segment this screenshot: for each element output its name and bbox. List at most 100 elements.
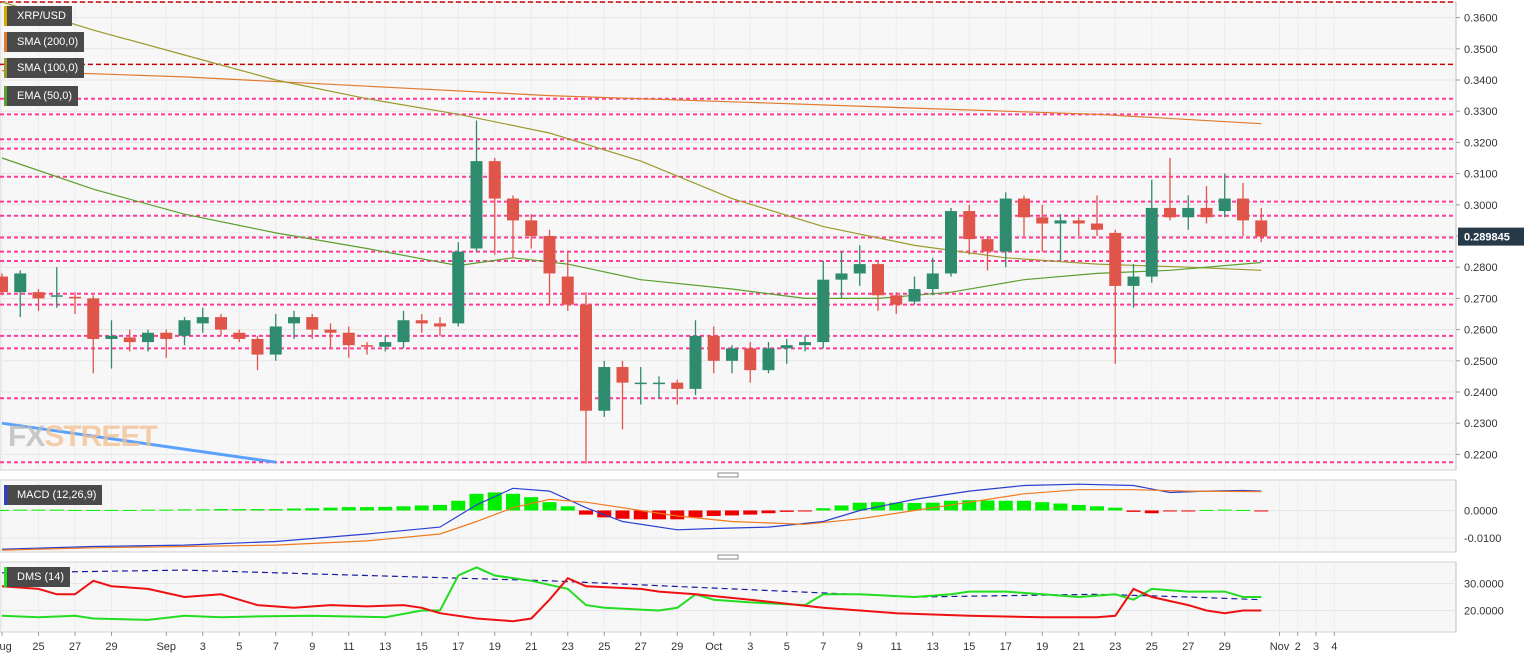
macd-histogram-bar (232, 509, 247, 511)
time-tick-label: Sep (156, 641, 176, 653)
candle-body (415, 320, 428, 324)
time-tick-label: 29 (1219, 641, 1231, 653)
macd-histogram-bar (159, 509, 174, 511)
candle-body (1145, 207, 1158, 277)
macd-histogram-bar (433, 504, 447, 511)
time-tick-label: 29 (105, 641, 117, 653)
macd-histogram-bar (86, 509, 101, 511)
candle-body (1018, 198, 1030, 218)
time-tick-label: 13 (927, 641, 939, 653)
time-tick-label: 5 (236, 641, 242, 653)
candle-body (306, 317, 319, 330)
macd-histogram-bar (1071, 504, 1086, 511)
legend-sma100: SMA (100,0) (4, 58, 85, 78)
macd-histogram-bar (1053, 503, 1068, 511)
macd-histogram-bar (0, 509, 9, 511)
candle-body (689, 335, 702, 389)
time-tick-label: 3 (1313, 641, 1319, 653)
candle-body (397, 320, 410, 343)
time-tick-label: 7 (273, 641, 279, 653)
macd-histogram-bar (725, 510, 739, 516)
candle-body (744, 348, 757, 371)
macd-histogram-bar (1090, 506, 1104, 511)
candle-body (470, 161, 483, 249)
time-tick-label: 11 (891, 641, 902, 653)
candle-body (762, 348, 775, 371)
candle-body (525, 220, 538, 236)
candle-body (835, 273, 848, 280)
candle-body (178, 320, 191, 336)
time-tick-label: 29 (671, 641, 683, 653)
time-tick-label: 9 (857, 641, 863, 653)
macd-histogram-bar (1144, 510, 1159, 514)
macd-histogram-bar (743, 510, 758, 515)
legend-ema50: EMA (50,0) (4, 86, 79, 106)
macd-histogram-bar (141, 509, 155, 511)
candle-body (1036, 217, 1049, 224)
price-tick-label: 0.3500 (1464, 44, 1498, 56)
candle-body (908, 289, 921, 302)
macd-histogram-bar (798, 510, 812, 512)
macd-histogram-bar (104, 509, 119, 511)
candle-body (999, 198, 1012, 252)
macd-histogram-bar (852, 502, 867, 511)
candle-body (1072, 220, 1085, 224)
price-tick-label: 0.2800 (1464, 262, 1498, 274)
candle-body (1237, 198, 1249, 221)
candle-body (123, 337, 136, 343)
time-tick-label: 5 (784, 641, 790, 653)
macd-histogram-bar (214, 509, 228, 511)
macd-histogram-bar (487, 492, 502, 511)
time-tick-label: 2 (1295, 641, 1301, 653)
dms-adx-line (1, 569, 1262, 601)
candle-body (1182, 207, 1195, 218)
macd-histogram-bar (889, 502, 904, 511)
candle-body (543, 236, 556, 274)
macd-histogram-bar (195, 509, 210, 511)
legend-sma200: SMA (200,0) (4, 32, 85, 52)
macd-histogram-bar (579, 510, 593, 515)
macd-histogram-bar (761, 510, 776, 514)
time-tick-label: 19 (1036, 641, 1048, 653)
time-tick-label: 15 (416, 641, 428, 653)
price-tick-label: 0.3300 (1464, 106, 1498, 118)
time-tick-label: 27 (69, 641, 81, 653)
candle-body (69, 296, 81, 299)
candle-body (215, 317, 227, 330)
macd-histogram-bar (1108, 507, 1123, 511)
time-tick-label: 27 (635, 641, 647, 653)
macd-histogram-bar (779, 510, 794, 512)
macd-histogram-bar (670, 510, 685, 520)
pane-splitter-0 (717, 472, 739, 478)
price-tick-label: 0.2200 (1464, 449, 1498, 461)
candle-body (452, 251, 465, 324)
price-tick-label: 0.3100 (1464, 169, 1498, 181)
time-tick-label: 27 (1182, 641, 1194, 653)
candle-body (142, 332, 154, 343)
macd-histogram-bar (360, 507, 374, 511)
candle-body (671, 382, 684, 389)
dms-tick-label: 20.0000 (1464, 605, 1504, 617)
price-tick-label: 0.3400 (1464, 75, 1498, 87)
macd-histogram-bar (944, 500, 958, 511)
time-tick-label: 9 (309, 641, 315, 653)
time-tick-label: 17 (452, 641, 464, 653)
candle-body (269, 326, 282, 355)
macd-signal-line (1, 489, 1262, 551)
candle-body (616, 367, 629, 383)
pane-splitter-1 (717, 554, 739, 560)
macd-histogram-bar (633, 510, 648, 520)
time-tick-label: 21 (1073, 641, 1085, 653)
macd-histogram-bar (341, 507, 356, 511)
macd-histogram-bar (834, 505, 849, 511)
time-tick-label: 23 (562, 641, 574, 653)
candle-body (1109, 232, 1122, 286)
candle-body (963, 211, 976, 240)
time-tick-label: Nov (1270, 641, 1290, 653)
candle-body (434, 323, 446, 327)
macd-histogram-bar (451, 500, 466, 511)
macd-tick-label: -0.0100 (1464, 533, 1501, 545)
candle-body (14, 273, 27, 293)
time-tick-label: 3 (747, 641, 753, 653)
macd-histogram-bar (615, 510, 630, 519)
